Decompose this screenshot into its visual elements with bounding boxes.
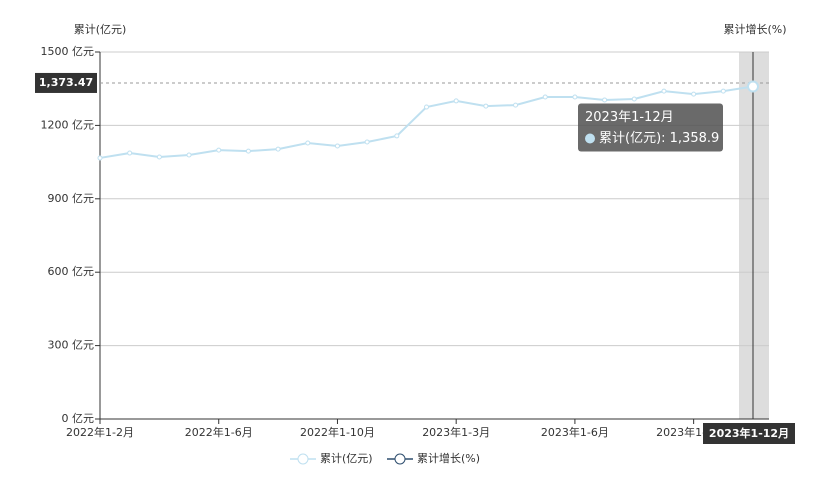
series-point — [631, 96, 637, 102]
series-point — [513, 102, 519, 108]
y-tick-label: 1200 亿元 — [41, 118, 95, 131]
tooltip-marker — [585, 133, 595, 144]
series-point — [216, 147, 222, 153]
legend-marker — [297, 453, 309, 465]
legend-label: 累计(亿元) — [320, 452, 373, 465]
series-point — [424, 104, 429, 110]
y-axis-label: 累计(亿元) — [74, 23, 127, 36]
series-point — [691, 91, 697, 97]
legend-label: 累计增长(%) — [417, 451, 480, 465]
series-point — [156, 154, 162, 160]
series-point — [661, 88, 667, 94]
hover-band — [739, 52, 769, 419]
series-point — [720, 88, 726, 94]
series-point — [127, 150, 133, 156]
series-point — [394, 133, 400, 139]
series-point — [453, 98, 459, 104]
series-point — [542, 94, 548, 100]
x-tick-label: 2022年1-6月 — [185, 425, 253, 439]
tooltip-box — [578, 103, 723, 152]
x-tick-label: 2022年1-2月 — [66, 425, 134, 439]
series-point — [245, 148, 251, 154]
series-point — [275, 146, 281, 152]
series-point — [364, 139, 370, 145]
series-point — [334, 143, 340, 149]
x-tick-label: 2022年1-10月 — [300, 425, 375, 439]
series-point — [97, 155, 103, 161]
axis-pointer-box — [35, 72, 97, 93]
x-pointer-label: 2023年1-12月 — [709, 426, 789, 440]
tooltip-label: 累计(亿元): 1,358.9 — [599, 131, 719, 146]
y-tick-label: 900 亿元 — [48, 192, 95, 205]
y-tick-label: 300 亿元 — [48, 339, 95, 352]
x-tick-label: 2023年1-3月 — [422, 425, 490, 439]
series-point — [602, 97, 608, 103]
y-tick-label: 0 亿元 — [62, 412, 95, 425]
tooltip-title: 2023年1-12月 — [585, 110, 674, 125]
y-tick-label: 600 亿元 — [48, 265, 95, 278]
x-pointer-box — [703, 423, 795, 444]
y2-axis-label: 累计增长(%) — [723, 22, 786, 36]
legend-marker — [394, 453, 406, 465]
series-point — [186, 152, 192, 158]
axis-pointer-label: 1,373.47 — [39, 76, 93, 89]
y-tick-label: 1500 亿元 — [41, 45, 95, 58]
series-point — [305, 140, 311, 146]
series-point — [483, 103, 489, 109]
series-point — [747, 80, 759, 93]
x-tick-label: 2023年1-6月 — [541, 425, 609, 439]
series-point — [572, 94, 578, 100]
